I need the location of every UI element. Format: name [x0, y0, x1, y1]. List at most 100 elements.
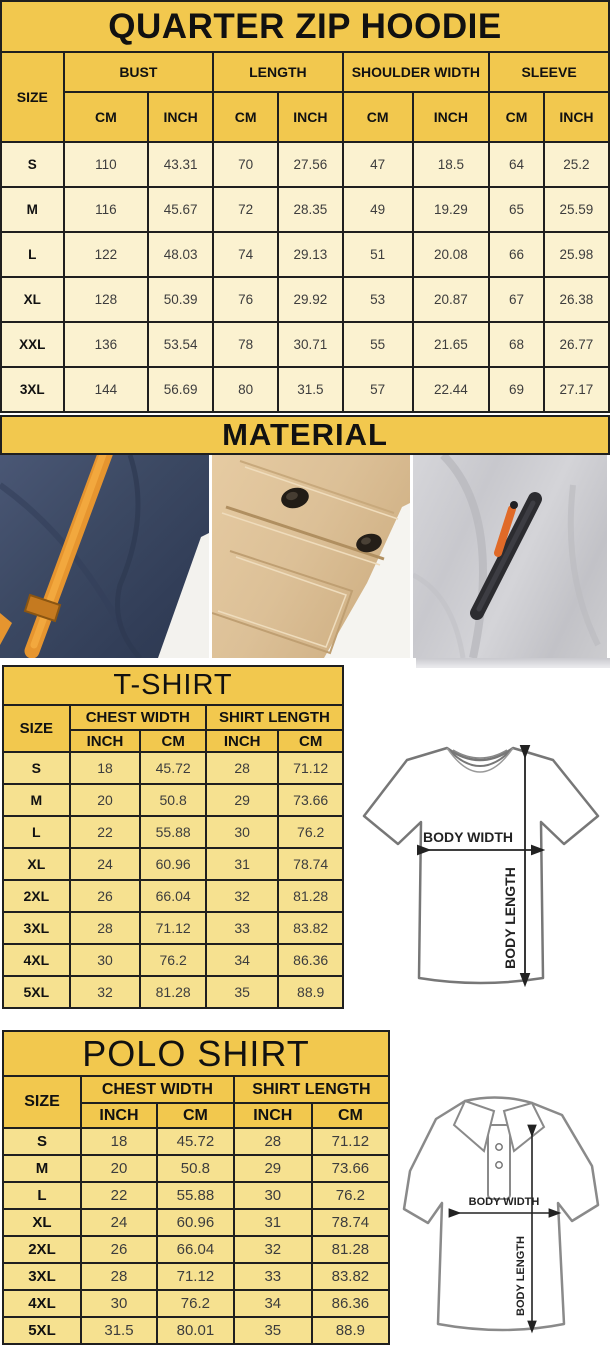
value-cell: 55.88: [156, 1181, 235, 1210]
value-cell: 66.04: [156, 1235, 235, 1264]
value-cell: 80.01: [156, 1316, 235, 1345]
value-cell: 74: [212, 231, 280, 278]
col-subheader-unit: INCH: [204, 729, 280, 753]
value-cell: 24: [79, 1208, 159, 1237]
value-cell: 19.29: [411, 186, 491, 233]
hoodie-size-chart: QUARTER ZIP HOODIE SIZE BUST LENGTH SHOULDE…: [0, 0, 610, 413]
value-cell: 53.54: [147, 321, 215, 368]
hoodie-size-table: SIZE BUST LENGTH SHOULDER WIDTH SLEEVE CM INCH…: [0, 51, 610, 413]
value-cell: 88.9: [310, 1316, 391, 1345]
col-subheader-unit: INCH: [411, 91, 491, 143]
value-cell: 86.36: [310, 1289, 391, 1318]
size-label-cell: 3XL: [2, 911, 71, 945]
size-label-cell: M: [0, 186, 65, 233]
value-cell: 28: [204, 751, 280, 785]
polo-size-table: SIZE CHEST WIDTH SHIRT LENGTH INCH CM INCH CM S…: [2, 1075, 391, 1345]
size-label-cell: M: [2, 1154, 82, 1183]
value-cell: 30: [79, 1289, 159, 1318]
value-cell: 26.38: [542, 276, 610, 323]
size-row: XXL 136 53.54 78 30.71 55 21.65 68 26.77: [0, 321, 610, 368]
value-cell: 83.82: [277, 911, 344, 945]
value-cell: 60.96: [156, 1208, 235, 1237]
col-header-group: SLEEVE: [488, 51, 610, 93]
value-cell: 28: [232, 1127, 313, 1156]
value-cell: 35: [204, 975, 280, 1009]
size-row: M 20 50.8 29 73.66: [2, 783, 344, 817]
value-cell: 81.28: [310, 1235, 391, 1264]
value-cell: 31.5: [277, 366, 344, 413]
value-cell: 26.77: [542, 321, 610, 368]
value-cell: 73.66: [277, 783, 344, 817]
size-label-cell: XL: [2, 1208, 82, 1237]
value-cell: 25.2: [542, 141, 610, 188]
size-row: 5XL 32 81.28 35 88.9: [2, 975, 344, 1009]
value-cell: 73.66: [310, 1154, 391, 1183]
size-label-cell: XL: [2, 847, 71, 881]
size-row: L 22 55.88 30 76.2: [2, 815, 344, 849]
size-label-cell: L: [2, 815, 71, 849]
value-cell: 76.2: [156, 1289, 235, 1318]
value-cell: 29: [232, 1154, 313, 1183]
value-cell: 76.2: [310, 1181, 391, 1210]
khaki-fabric-art: [212, 460, 410, 658]
col-subheader-unit: CM: [139, 729, 207, 753]
value-cell: 53: [341, 276, 414, 323]
size-row: S 18 45.72 28 71.12: [2, 1127, 391, 1156]
value-cell: 71.12: [277, 751, 344, 785]
size-label-cell: 2XL: [2, 879, 71, 913]
photo-fabric-overflow: [416, 658, 610, 668]
col-subheader-unit: CM: [341, 91, 414, 143]
value-cell: 31: [204, 847, 280, 881]
size-row: 4XL 30 76.2 34 86.36: [2, 1289, 391, 1318]
value-cell: 49: [341, 186, 414, 233]
size-row: L 22 55.88 30 76.2: [2, 1181, 391, 1210]
value-cell: 30.71: [277, 321, 344, 368]
value-cell: 78.74: [310, 1208, 391, 1237]
value-cell: 50.8: [156, 1154, 235, 1183]
value-cell: 51: [341, 231, 414, 278]
value-cell: 30: [232, 1181, 313, 1210]
polo-size-chart: POLO SHIRT SIZE CHEST WIDTH SHIRT LENGTH IN…: [2, 1030, 391, 1345]
col-header-group: SHIRT LENGTH: [204, 704, 345, 731]
polo-table-title: POLO SHIRT: [2, 1030, 390, 1077]
col-subheader-unit: INCH: [232, 1102, 313, 1129]
polo-measurement-diagram: BODY WIDTH BODY LENGTH: [398, 1091, 610, 1341]
material-photo-khaki-pocket: [212, 455, 410, 658]
value-cell: 66: [488, 231, 545, 278]
value-cell: 43.31: [147, 141, 215, 188]
value-cell: 34: [204, 943, 280, 977]
value-cell: 67: [488, 276, 545, 323]
value-cell: 20: [68, 783, 142, 817]
hoodie-table-title: QUARTER ZIP HOODIE: [0, 0, 610, 53]
value-cell: 18: [79, 1127, 159, 1156]
size-label-cell: M: [2, 783, 71, 817]
value-cell: 144: [62, 366, 150, 413]
value-cell: 20.87: [411, 276, 491, 323]
material-photo-navy-drawcord: [0, 455, 209, 658]
value-cell: 122: [62, 231, 150, 278]
col-subheader-unit: INCH: [277, 91, 344, 143]
col-header-size: SIZE: [2, 1075, 82, 1129]
col-header-group: CHEST WIDTH: [68, 704, 207, 731]
value-cell: 56.69: [147, 366, 215, 413]
value-cell: 31.5: [79, 1316, 159, 1345]
value-cell: 29.13: [277, 231, 344, 278]
size-label-cell: 5XL: [2, 1316, 82, 1345]
tshirt-table-title: T-SHIRT: [2, 665, 344, 706]
value-cell: 71.12: [310, 1127, 391, 1156]
value-cell: 78.74: [277, 847, 344, 881]
size-row: XL 24 60.96 31 78.74: [2, 847, 344, 881]
value-cell: 80: [212, 366, 280, 413]
value-cell: 136: [62, 321, 150, 368]
value-cell: 69: [488, 366, 545, 413]
size-row: 5XL 31.5 80.01 35 88.9: [2, 1316, 391, 1345]
value-cell: 22: [79, 1181, 159, 1210]
size-label-cell: 5XL: [2, 975, 71, 1009]
size-label-cell: 4XL: [2, 1289, 82, 1318]
size-row: XL 128 50.39 76 29.92 53 20.87 67 26.38: [0, 276, 610, 323]
value-cell: 29.92: [277, 276, 344, 323]
value-cell: 76.2: [277, 815, 344, 849]
size-label-cell: XL: [0, 276, 65, 323]
value-cell: 24: [68, 847, 142, 881]
body-width-label: BODY WIDTH: [423, 829, 513, 845]
